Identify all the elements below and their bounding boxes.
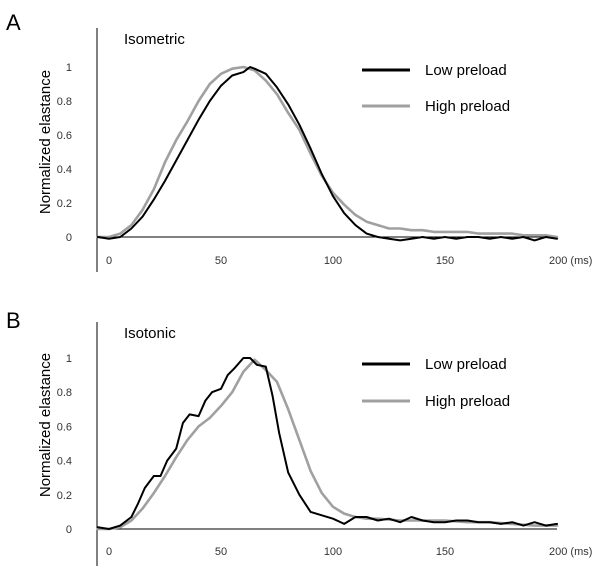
panel-a-series-high-preload-line (96, 65, 559, 239)
panel-b-y-tick-label: 0.8 (57, 387, 72, 399)
panel-a-x-tick-label: 50 (215, 255, 227, 267)
panel-a-y-tick-label: 1 (66, 62, 72, 74)
panel-b-y-axis-label: Normalized elastance (37, 353, 54, 497)
panel-b-x-tick-label: 100 (324, 546, 342, 558)
panel-b-y-tick-label: 0.2 (57, 490, 72, 502)
panel-a-y-tick-label: 0 (66, 232, 72, 244)
panel-b-y-tick-label: 1 (66, 353, 72, 365)
panel-b-title: Isotonic (124, 325, 176, 342)
panel-a-x-tick-label: 0 (106, 255, 112, 267)
panel-b-ticks: 0 0.2 0.4 0.6 0.8 1 0 50 100 150 200 (ms) (57, 353, 593, 558)
panel-a-x-tick-label: 200 (ms) (549, 255, 592, 267)
panel-a-y-tick-label: 0.2 (57, 198, 72, 210)
panel-a-legend: Low preload High preload (362, 62, 510, 115)
panel-b: B Isotonic Normalized elastance 00.20.40… (6, 308, 592, 566)
panel-b-series (96, 357, 559, 531)
panel-b-legend-label-high: High preload (425, 393, 510, 410)
panel-a-x-tick-label: 100 (324, 255, 342, 267)
panel-a-series-low-preload-line (96, 66, 558, 242)
panel-a-y-tick-label: 0.6 (57, 130, 72, 142)
panel-a-ticks: 0 0.2 0.4 0.6 0.8 1 0 50 100 150 200 (ms) (57, 62, 593, 267)
panel-b-y-tick-label: 0.4 (57, 456, 72, 468)
panel-b-x-tick-label: 150 (436, 546, 454, 558)
panel-a-series (96, 65, 559, 242)
panel-a-legend-label-high: High preload (425, 98, 510, 115)
panel-a-letter: A (6, 10, 21, 35)
panel-a-legend-label-low: Low preload (425, 62, 507, 79)
panel-b-x-tick-label: 200 (ms) (549, 546, 592, 558)
panel-b-y-tick-label: 0 (66, 524, 72, 536)
panel-b-letter: B (6, 308, 21, 333)
panel-b-series-high-preload-line (96, 358, 559, 531)
panel-b-legend-label-low: Low preload (425, 356, 507, 373)
panel-a-x-tick-label: 150 (436, 255, 454, 267)
panel-b-legend: Low preload High preload (362, 356, 510, 410)
panel-a-y-tick-label: 0.4 (57, 164, 72, 176)
panel-b-axes (96, 322, 557, 566)
panel-b-y-tick-label: 0.6 (57, 421, 72, 433)
panel-a: A Isometric Normalized elastance 0 0.2 0.4… (6, 10, 592, 272)
panel-b-series-low-preload-line (96, 357, 558, 530)
panel-a-y-tick-label: 0.8 (57, 96, 72, 108)
panel-b-x-tick-label: 50 (215, 546, 227, 558)
panel-b-x-tick-label: 0 (106, 546, 112, 558)
panel-a-y-axis-label: Normalized elastance (37, 70, 54, 214)
panel-a-title: Isometric (124, 31, 185, 48)
